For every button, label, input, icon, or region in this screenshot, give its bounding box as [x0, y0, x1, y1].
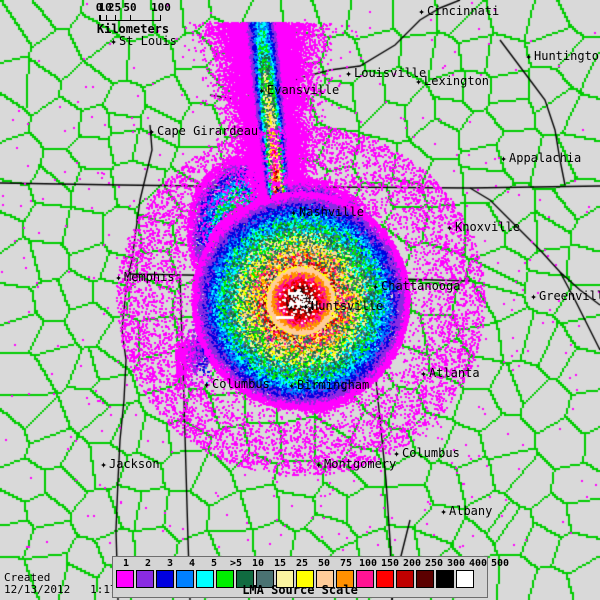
scale-tick-0: 0 [95, 1, 103, 14]
legend-swatch-10 [236, 570, 254, 588]
legend-swatch-100 [336, 570, 354, 588]
scale-bar-ticks: 0 10 25 50 100 [93, 1, 171, 14]
legend-label-5: 5 [210, 558, 218, 569]
legend-swatch-5 [196, 570, 214, 588]
scale-tick-100: 100 [151, 1, 171, 14]
lma-source-scale-legend: 1 2 3 4 5 >5 10 15 25 50 75 100 150 200 250 300 400 500 L… [112, 556, 509, 598]
legend-swatch-250 [396, 570, 414, 588]
legend-label-75: 75 [339, 558, 353, 569]
legend-label-15: 15 [273, 558, 287, 569]
legend-label-100: 100 [358, 558, 378, 569]
legend-swatch-4 [176, 570, 194, 588]
legend-swatch-2 [136, 570, 154, 588]
legend-label-1: 1 [122, 558, 130, 569]
legend-swatch-gt5 [216, 570, 234, 588]
created-date: 12/13/2012 [4, 583, 71, 596]
scale-bar-graphic [99, 15, 161, 21]
legend-swatch-75 [316, 570, 334, 588]
legend-label-500: 500 [490, 558, 510, 569]
legend-swatch-300 [416, 570, 434, 588]
legend-label-gt5: >5 [229, 558, 243, 569]
created-label: Created [4, 571, 51, 584]
legend-label-3: 3 [166, 558, 174, 569]
legend-swatch-50 [296, 570, 314, 588]
legend-label-50: 50 [317, 558, 331, 569]
scale-bar-unit-label: Kilometers [96, 22, 170, 36]
legend-swatch-200 [376, 570, 394, 588]
legend-swatch-15 [256, 570, 274, 588]
scale-bar: 0 10 25 50 100 Kilometers [93, 1, 171, 36]
legend-label-150: 150 [380, 558, 400, 569]
legend-label-200: 200 [402, 558, 422, 569]
legend-label-2: 2 [144, 558, 152, 569]
legend-label-10: 10 [251, 558, 265, 569]
scale-tick-25: 25 [107, 1, 122, 14]
scale-tick-50: 50 [123, 1, 137, 14]
legend-swatch-1 [116, 570, 134, 588]
scale-tick-10: 10 [98, 1, 112, 14]
legend-swatch-150 [356, 570, 374, 588]
legend-label-250: 250 [424, 558, 444, 569]
legend-title: LMA Source Scale [242, 583, 358, 597]
legend-swatch-400 [436, 570, 454, 588]
legend-swatch-500 [456, 570, 474, 588]
legend-label-400: 400 [468, 558, 488, 569]
legend-tick-labels: 1 2 3 4 5 >5 10 15 25 50 75 100 150 200 250 300 400 500 [116, 558, 510, 569]
legend-label-300: 300 [446, 558, 466, 569]
legend-color-swatches [116, 570, 474, 588]
legend-swatch-25 [276, 570, 294, 588]
legend-label-4: 4 [188, 558, 196, 569]
legend-swatch-3 [156, 570, 174, 588]
legend-label-25: 25 [295, 558, 309, 569]
